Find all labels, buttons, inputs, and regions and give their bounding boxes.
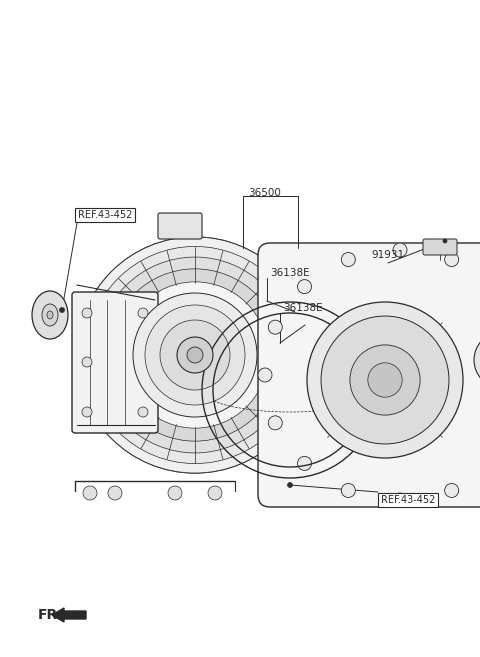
Text: 36138E: 36138E <box>283 303 323 313</box>
Circle shape <box>444 252 459 267</box>
FancyArrow shape <box>52 608 86 622</box>
Circle shape <box>138 308 148 318</box>
Circle shape <box>350 345 420 415</box>
Ellipse shape <box>77 237 313 473</box>
Circle shape <box>168 486 182 500</box>
Circle shape <box>82 407 92 417</box>
Ellipse shape <box>122 282 268 428</box>
Circle shape <box>393 243 407 257</box>
Ellipse shape <box>32 291 68 339</box>
Circle shape <box>258 368 272 382</box>
Text: REF.43-452: REF.43-452 <box>381 495 435 505</box>
Ellipse shape <box>97 257 293 453</box>
Ellipse shape <box>133 293 257 417</box>
Circle shape <box>474 332 480 388</box>
Ellipse shape <box>42 304 58 326</box>
Circle shape <box>288 482 292 487</box>
Ellipse shape <box>47 311 53 319</box>
Circle shape <box>82 357 92 367</box>
Ellipse shape <box>160 320 230 390</box>
Ellipse shape <box>77 237 313 473</box>
Text: 91931: 91931 <box>372 250 405 260</box>
Circle shape <box>393 493 407 507</box>
Text: 36500: 36500 <box>248 188 281 198</box>
Circle shape <box>82 308 92 318</box>
Ellipse shape <box>109 269 281 441</box>
Circle shape <box>341 252 355 267</box>
Circle shape <box>268 416 282 430</box>
Circle shape <box>60 307 64 313</box>
FancyBboxPatch shape <box>423 239 457 255</box>
Circle shape <box>208 486 222 500</box>
Text: FR.: FR. <box>38 608 64 622</box>
Circle shape <box>298 457 312 470</box>
Ellipse shape <box>187 347 203 363</box>
Circle shape <box>341 484 355 497</box>
Text: REF.43-452: REF.43-452 <box>78 210 132 220</box>
Ellipse shape <box>145 305 245 405</box>
FancyBboxPatch shape <box>258 243 480 507</box>
Circle shape <box>83 486 97 500</box>
FancyBboxPatch shape <box>72 292 158 433</box>
Circle shape <box>298 280 312 294</box>
FancyBboxPatch shape <box>158 213 202 239</box>
Ellipse shape <box>86 246 303 464</box>
Circle shape <box>268 320 282 334</box>
Text: 36138E: 36138E <box>270 268 310 278</box>
Circle shape <box>108 486 122 500</box>
Circle shape <box>321 316 449 444</box>
Circle shape <box>444 484 459 497</box>
Ellipse shape <box>177 337 213 373</box>
Circle shape <box>138 407 148 417</box>
Circle shape <box>307 302 463 458</box>
Circle shape <box>368 363 402 397</box>
Circle shape <box>443 239 447 243</box>
